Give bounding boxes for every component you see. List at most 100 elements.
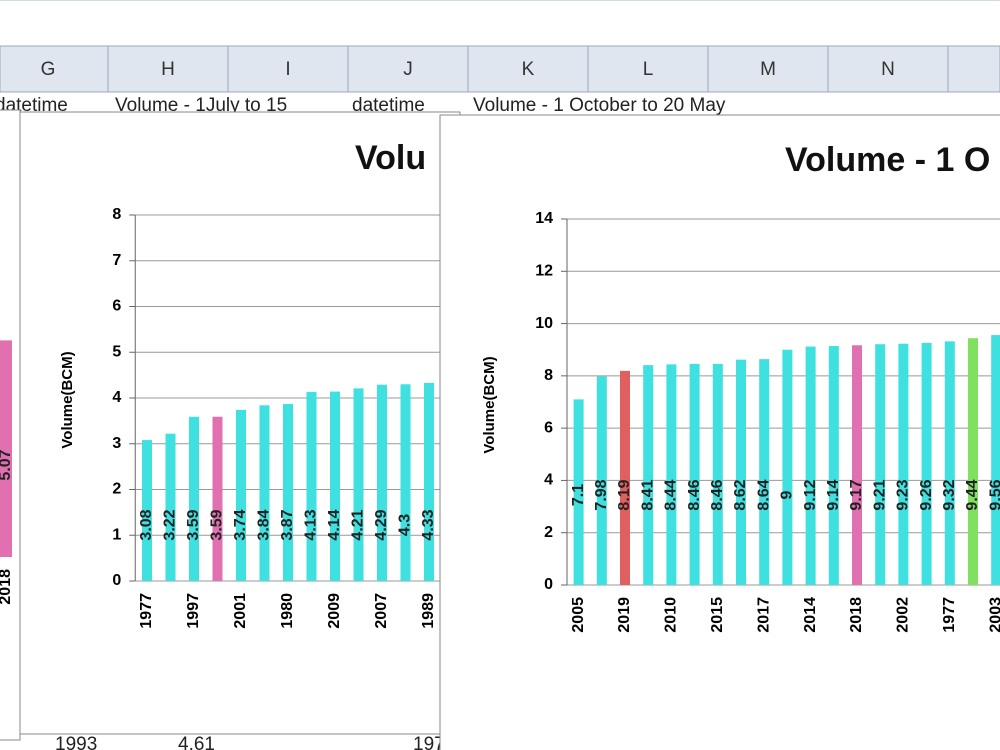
x-tick-label: 1989	[420, 593, 437, 629]
column-header: K	[522, 59, 535, 80]
data-label: 9.21	[871, 479, 888, 510]
bar	[573, 399, 584, 585]
y-tick-label: 6	[112, 298, 121, 315]
y-tick-label: 0	[112, 572, 121, 589]
data-label: 7.1	[570, 484, 587, 506]
chart-title: Volu	[355, 139, 426, 177]
bar	[805, 346, 816, 585]
data-label: 3.59	[209, 509, 226, 540]
bar	[142, 440, 152, 581]
data-label: 4.29	[373, 509, 390, 540]
bar	[259, 405, 270, 581]
column-header: L	[643, 59, 654, 80]
bar	[424, 382, 434, 581]
x-tick-label: 1980	[279, 593, 296, 629]
x-tick-label: 2007	[373, 593, 390, 629]
bar	[968, 338, 978, 585]
y-tick-label: 12	[535, 263, 553, 280]
y-axis-label: Volume(BCM)	[59, 351, 76, 448]
data-label: 3.59	[185, 509, 202, 540]
bar	[596, 376, 607, 585]
x-tick-label: 2002	[895, 597, 912, 633]
y-tick-label: 7	[112, 252, 121, 269]
column-header: J	[403, 59, 413, 80]
bar	[759, 359, 770, 585]
data-label: 9.12	[802, 479, 819, 510]
y-tick-label: 10	[535, 315, 553, 332]
column-header: I	[285, 59, 290, 80]
bar	[0, 340, 12, 557]
bar	[736, 359, 746, 585]
data-label: 9.26	[918, 479, 935, 510]
column-header: N	[881, 59, 895, 80]
bar	[828, 346, 839, 585]
y-tick-label: 5	[112, 343, 121, 360]
cell: 4.61	[178, 734, 215, 750]
column-header: M	[760, 59, 776, 80]
data-label: 8.62	[732, 479, 749, 510]
data-label: 4.3	[397, 514, 414, 536]
bar	[643, 365, 654, 585]
bar	[712, 363, 723, 585]
data-label: 9	[779, 490, 796, 499]
x-tick-label: 2017	[755, 597, 772, 633]
column-header: G	[41, 59, 56, 80]
data-label: 7.98	[593, 479, 610, 510]
bar	[189, 416, 199, 581]
data-label: 8.46	[709, 479, 726, 510]
bar	[852, 345, 862, 585]
x-tick-label: 2005	[570, 597, 587, 633]
x-tick-label: 1977	[138, 593, 155, 629]
data-label: 4.13	[303, 509, 320, 540]
data-label: 5.07	[0, 449, 14, 480]
data-label: 9.56	[987, 479, 1000, 510]
bar	[898, 343, 909, 585]
data-label: 3.08	[138, 509, 155, 540]
bar	[353, 388, 364, 581]
bar	[330, 391, 340, 581]
column-header-row	[0, 45, 1000, 93]
x-tick-label: 2015	[709, 597, 726, 633]
data-label: 8.19	[616, 479, 633, 510]
x-tick-label: 1997	[185, 593, 202, 629]
formula-bar	[0, 0, 1000, 42]
bar	[377, 384, 387, 581]
data-label: 4.14	[326, 509, 343, 540]
y-tick-label: 6	[544, 419, 553, 436]
x-tick-label: 2003	[987, 597, 1000, 633]
data-label: 3.84	[256, 509, 273, 540]
x-tick-label: 2001	[232, 593, 249, 629]
y-axis-label: Volume(BCM)	[481, 356, 498, 453]
x-tick-label: 2010	[663, 597, 680, 633]
y-tick-label: 3	[112, 435, 121, 452]
data-label: 8.41	[639, 479, 656, 510]
cell: Volume - 1July to 15	[115, 95, 287, 116]
data-label: 4.33	[420, 509, 437, 540]
data-label: 8.46	[686, 479, 703, 510]
data-label: 9.17	[848, 479, 865, 510]
data-label: 3.22	[162, 509, 179, 540]
data-label: 9.44	[964, 479, 981, 510]
data-label: 9.14	[825, 479, 842, 510]
column-header: H	[161, 59, 175, 80]
bar	[875, 344, 886, 585]
bar	[991, 335, 1000, 585]
x-tick-label: 1977	[941, 597, 958, 633]
data-label: 8.64	[755, 479, 772, 510]
bar	[666, 364, 677, 585]
bar	[306, 392, 317, 581]
bar	[283, 403, 293, 581]
chart-title: Volume - 1 O	[785, 141, 990, 179]
data-label: 9.32	[941, 479, 958, 510]
x-tick-label: 2018	[848, 597, 865, 633]
cell: datetime	[352, 95, 425, 116]
data-label: 3.74	[232, 509, 249, 540]
x-tick-label: 2009	[326, 593, 343, 629]
bar	[782, 349, 793, 585]
y-tick-label: 1	[112, 526, 121, 543]
bar	[921, 342, 932, 585]
y-tick-label: 8	[112, 206, 121, 223]
x-tick-label: 2018	[0, 569, 14, 605]
